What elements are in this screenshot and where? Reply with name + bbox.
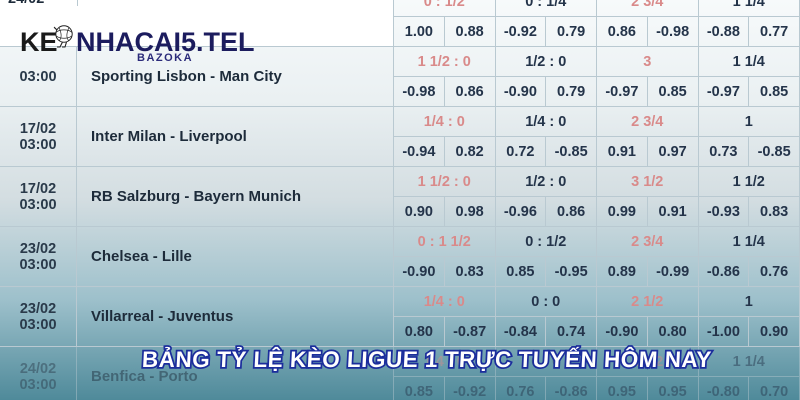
svg-text:BAZOKA: BAZOKA <box>137 52 193 64</box>
svg-text:KE: KE <box>20 27 58 57</box>
